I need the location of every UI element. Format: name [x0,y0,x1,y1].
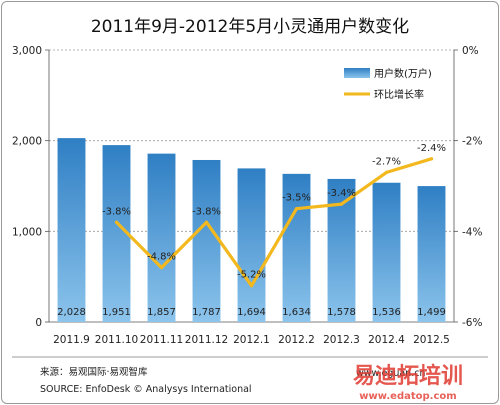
line-point-2012.1 [249,284,254,288]
x-tick-label: 2011.10 [95,334,138,346]
bar-2012.4 [372,182,401,322]
source-en: SOURCE: EnfoDesk © Analysys Internationa… [40,384,252,395]
y2-tick-label: -2% [462,136,482,148]
y2-axis-ticks: 0% -2% -4% -6% [454,45,482,329]
chart-title: 2011年9月-2012年5月小灵通用户数变化 [91,17,409,37]
x-axis-ticks: 2011.9 2011.10 2011.11 2011.12 2012.1 2012.2 2… [53,334,450,346]
line-label-2012.2: -3.5% [282,193,311,204]
x-tick-label: 2012.3 [323,334,360,346]
bar-2011.11 [147,153,176,322]
bar-2012.5 [417,186,446,322]
line-label-2011.11: -4.8% [147,252,176,263]
y2-tick-label: -4% [462,226,482,238]
y-tick-label: 0 [35,317,42,329]
y-tick-label: 3,000 [12,45,42,57]
line-point-2012.2 [294,207,299,211]
legend-bar-label: 用户数(万户) [374,67,432,80]
bar-label-2011.12: 1,787 [192,307,221,318]
bar-2011.12 [192,159,221,322]
line-point-2012.4 [384,170,389,174]
x-tick-label: 2012.4 [368,334,405,346]
line-point-2011.12 [204,220,209,224]
line-label-2012.4: -2.7% [372,156,401,167]
bar-label-2011.9: 2,028 [57,307,86,318]
bar-label-2012.1: 1,694 [237,307,266,318]
x-tick-label: 2011.9 [53,334,90,346]
line-label-2011.12: -3.8% [192,206,221,217]
line-point-2011.11 [159,266,164,270]
line-point-2011.10 [114,220,119,224]
bar-label-2012.3: 1,578 [327,307,356,318]
y-tick-label: 1,000 [12,226,42,238]
x-tick-label: 2011.11 [140,334,183,346]
line-label-2011.10: -3.8% [102,206,131,217]
bar-label-2011.11: 1,857 [147,307,176,318]
bar-label-2012.2: 1,634 [282,307,311,318]
legend-bar-swatch [344,68,370,78]
x-tick-label: 2012.1 [233,334,270,346]
y2-tick-label: -6% [462,317,482,329]
y-tick-label: 2,000 [12,136,42,148]
brand-url-watermark: www.edatop.com [359,391,456,402]
line-label-2012.1: -5.2% [237,270,266,281]
legend: 用户数(万户) 环比增长率 [344,67,432,101]
site-url-watermark: www.eguan.cn [356,368,425,379]
y-axis-ticks: 0 1,000 2,000 3,000 [12,45,49,329]
bar-label-2012.4: 1,536 [372,307,401,318]
bar-value-labels: 2,028 1,951 1,857 1,787 1,694 1,634 1,578 1,536… [57,307,446,318]
bar-label-2011.10: 1,951 [102,307,131,318]
x-tick-label: 2012.5 [413,334,450,346]
x-tick-label: 2012.2 [278,334,315,346]
line-series [114,157,434,288]
x-tick-label: 2011.12 [185,334,228,346]
legend-line-label: 环比增长率 [374,88,424,101]
line-point-2012.5 [429,157,434,161]
bar-2011.9 [57,138,86,322]
bar-2012.1 [237,168,266,322]
growth-rate-line [114,157,434,288]
y2-tick-label: 0% [462,45,479,57]
line-point-2012.3 [339,202,344,206]
bar-2012.3 [327,178,356,322]
line-value-labels: -3.8% -4.8% -3.8% -5.2% -3.5% -3.4% -2.7% -2.4% [102,143,446,281]
bar-2012.2 [282,173,311,322]
line-label-2012.3: -3.4% [327,188,356,199]
line-label-2012.5: -2.4% [417,143,446,154]
bar-label-2012.5: 1,499 [417,307,446,318]
brand-watermark: 易迪拓培训 [353,363,463,389]
source-cn: 来源：易观国际·易观智库 [40,366,148,378]
bar-series [57,138,446,322]
